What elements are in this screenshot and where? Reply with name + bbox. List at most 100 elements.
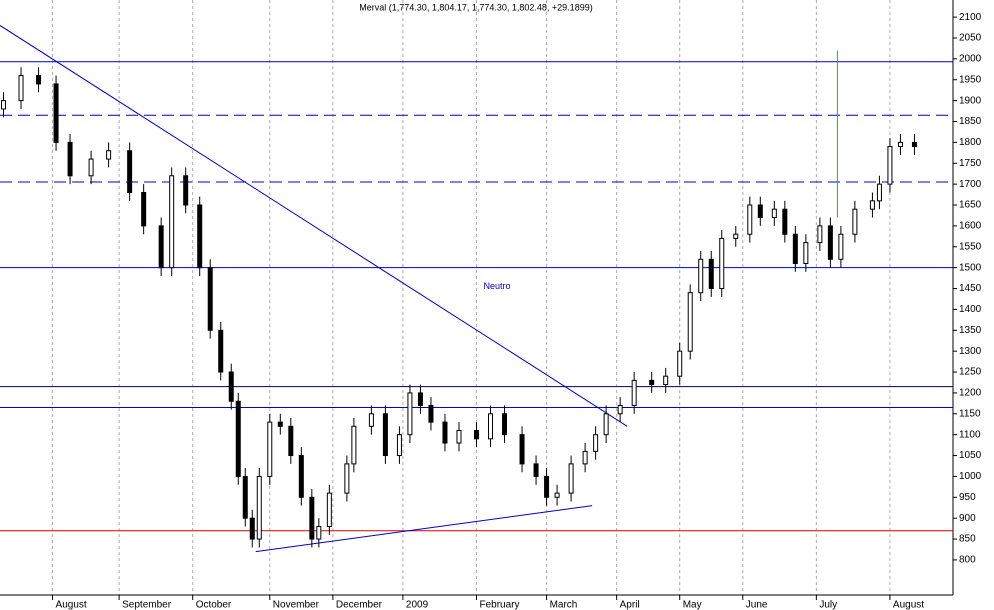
candle-body xyxy=(382,413,388,457)
candle-body xyxy=(519,434,525,465)
annotation: Neutro xyxy=(484,281,511,291)
candle-body xyxy=(582,450,588,465)
x-tick-label: July xyxy=(819,600,837,610)
candle-body xyxy=(533,463,539,477)
candle-body xyxy=(235,400,241,477)
candle-body xyxy=(242,475,248,519)
candle-body xyxy=(207,267,213,331)
candle-body xyxy=(782,208,788,235)
candle-body xyxy=(733,233,739,239)
candle-body xyxy=(603,413,609,436)
candle-body xyxy=(663,375,669,386)
candle-body xyxy=(368,413,374,427)
y-tick-label: 1650 xyxy=(959,200,982,211)
y-tick-label: 1200 xyxy=(959,388,982,399)
x-tick-label: April xyxy=(620,600,640,610)
candle-body xyxy=(316,526,322,540)
candle-body xyxy=(277,421,283,427)
candle-body xyxy=(256,475,262,540)
candle-body xyxy=(708,258,714,290)
candle-body xyxy=(88,158,94,177)
candle-body xyxy=(852,208,858,235)
candle-body xyxy=(631,379,637,406)
y-tick-label: 2100 xyxy=(959,12,982,23)
candle-body xyxy=(218,329,224,373)
candle-body xyxy=(488,413,494,440)
x-tick-label: October xyxy=(196,600,232,610)
x-tick-label: November xyxy=(273,600,320,610)
y-tick-label: 1050 xyxy=(959,450,982,461)
y-tick-label: 1850 xyxy=(959,116,982,127)
candle-body xyxy=(36,75,42,85)
y-tick-label: 1350 xyxy=(959,325,982,336)
candle-body xyxy=(127,150,133,193)
candle-body xyxy=(869,200,875,210)
candle-body xyxy=(407,392,413,436)
candle-body xyxy=(593,434,599,452)
y-tick-label: 900 xyxy=(959,513,976,524)
candle-body xyxy=(169,175,175,269)
candle-body xyxy=(827,225,833,260)
y-tick-label: 2050 xyxy=(959,33,982,44)
candle-body xyxy=(568,463,574,494)
candle-body xyxy=(18,75,24,102)
x-tick-label: December xyxy=(336,600,383,610)
x-tick-label: February xyxy=(480,600,520,610)
candle-body xyxy=(309,496,315,540)
candle-body xyxy=(544,475,550,498)
candle-body xyxy=(757,204,763,219)
y-tick-label: 1150 xyxy=(959,408,981,419)
candle-body xyxy=(249,517,255,540)
y-tick-label: 1300 xyxy=(959,346,982,357)
y-tick-label: 1800 xyxy=(959,137,982,148)
candle-body xyxy=(792,233,798,264)
candle-body xyxy=(771,208,777,219)
candle-body xyxy=(897,141,903,148)
candle-body xyxy=(197,204,203,269)
y-tick-label: 1600 xyxy=(959,221,982,232)
candle-body xyxy=(67,141,73,177)
y-tick-label: 1100 xyxy=(959,429,981,440)
candle-body xyxy=(141,191,147,227)
y-tick-label: 1000 xyxy=(959,471,982,482)
candle-body xyxy=(677,350,683,377)
y-tick-label: 1500 xyxy=(959,262,982,273)
candle-body xyxy=(344,463,350,494)
candle-body xyxy=(53,83,59,143)
candle-body xyxy=(428,404,434,423)
x-tick-label: September xyxy=(122,600,172,610)
candle-body xyxy=(417,392,423,406)
y-tick-label: 800 xyxy=(959,555,976,566)
candle-body xyxy=(106,150,112,160)
candle-body xyxy=(1,100,7,110)
y-tick-label: 1400 xyxy=(959,304,982,315)
y-tick-label: 2000 xyxy=(959,54,982,65)
candle-body xyxy=(876,183,882,202)
y-tick-label: 1550 xyxy=(959,241,982,252)
candle-body xyxy=(158,225,164,269)
candle-body xyxy=(228,371,234,402)
candle-body xyxy=(474,429,479,440)
candle-body xyxy=(687,292,693,352)
trend-line xyxy=(0,25,628,427)
candle-body xyxy=(298,455,304,498)
y-tick-label: 1450 xyxy=(959,283,982,294)
y-tick-label: 1750 xyxy=(959,158,982,169)
candle-body xyxy=(183,175,189,206)
x-tick-label: August xyxy=(893,600,924,610)
candle-body xyxy=(554,492,560,498)
x-tick-label: June xyxy=(746,600,768,610)
x-tick-label: May xyxy=(683,600,702,610)
candle-body xyxy=(396,434,402,457)
y-tick-label: 1700 xyxy=(959,179,982,190)
candle-body xyxy=(442,421,448,444)
candle-body xyxy=(817,225,823,244)
y-tick-label: 1950 xyxy=(959,74,982,85)
candle-body xyxy=(502,413,508,436)
x-tick-label: March xyxy=(550,600,578,610)
y-tick-label: 1250 xyxy=(959,367,982,378)
x-tick-label: August xyxy=(56,600,87,610)
candle-body xyxy=(803,242,809,264)
